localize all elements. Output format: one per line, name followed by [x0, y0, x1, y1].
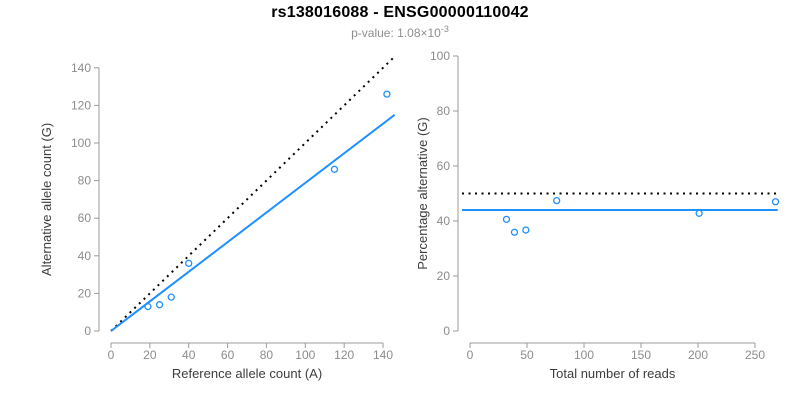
x-tick-label: 150 — [631, 348, 651, 362]
data-point — [144, 302, 152, 311]
x-tick-label: 40 — [182, 348, 196, 362]
percentage-plot: 0 20 40 60 80 100 0 50 100 150 200 250 Total number … — [415, 49, 780, 381]
y-tick-label: 60 — [437, 159, 451, 173]
x-axis-title: Total number of reads — [550, 366, 676, 381]
y-tick-label: 0 — [84, 324, 91, 338]
x-tick-label: 60 — [221, 348, 235, 362]
x-tick-label: 80 — [260, 348, 274, 362]
x-tick-label: 50 — [520, 348, 534, 362]
data-point — [155, 301, 164, 309]
data-point — [185, 259, 193, 267]
fit-line — [110, 114, 396, 332]
x-axis-title: Reference allele count (A) — [172, 366, 322, 381]
y-tick-label: 80 — [437, 104, 451, 118]
x-tick-label: 0 — [108, 348, 115, 362]
x-tick-label: 200 — [688, 348, 708, 362]
data-point — [383, 90, 391, 98]
x-tick-label: 140 — [373, 348, 393, 362]
page-title: rs138016088 - ENSG00000110042 — [271, 4, 529, 21]
x-tick-label: 100 — [295, 348, 315, 362]
data-point — [771, 198, 780, 206]
p-value-text: p-value: 1.08×10 — [351, 26, 441, 40]
x-tick-label: 0 — [467, 348, 474, 362]
x-tick-label: 250 — [745, 348, 765, 362]
data-point — [695, 209, 703, 217]
y-axis-title: Percentage alternative (G) — [415, 117, 430, 269]
identity-line — [110, 55, 396, 332]
y-tick-label: 120 — [71, 98, 91, 112]
p-value-subtitle: p-value: 1.08×10-3 — [0, 24, 800, 40]
y-tick-label: 20 — [78, 286, 92, 300]
y-tick-label: 80 — [78, 174, 92, 188]
y-tick-label: 20 — [437, 269, 451, 283]
x-tick-label: 100 — [574, 348, 594, 362]
x-tick-label: 120 — [334, 348, 354, 362]
y-tick-label: 40 — [437, 214, 451, 228]
x-tick-label: 20 — [143, 348, 157, 362]
data-point — [552, 196, 561, 205]
data-point — [522, 226, 530, 234]
data-point — [167, 293, 175, 301]
data-point — [510, 228, 519, 236]
p-value-exponent: -3 — [440, 24, 449, 34]
data-point — [330, 165, 339, 173]
y-tick-label: 60 — [78, 211, 92, 225]
y-tick-label: 0 — [443, 324, 450, 338]
y-tick-label: 100 — [71, 136, 91, 150]
y-tick-label: 40 — [78, 249, 92, 263]
y-tick-label: 140 — [71, 61, 91, 75]
y-tick-label: 100 — [430, 49, 450, 63]
allele-count-plot: 0 20 40 60 80 100 120 140 0 20 40 60 80 100 120 140 Refe… — [39, 55, 396, 381]
y-axis-title: Alternative allele count (G) — [39, 123, 54, 276]
data-point — [502, 215, 511, 224]
